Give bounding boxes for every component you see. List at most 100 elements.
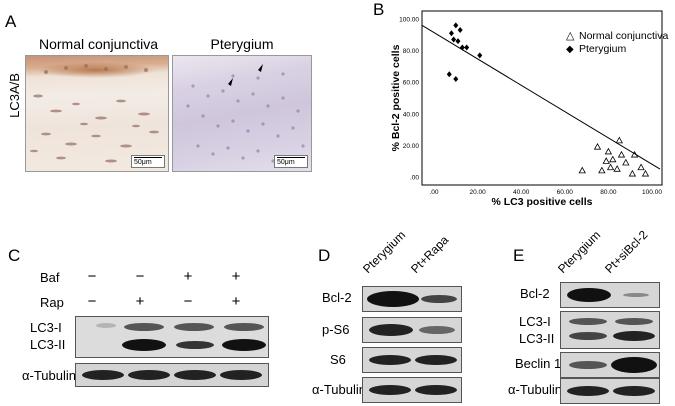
x-tick-label: 80.00	[600, 189, 617, 196]
point-pterygium	[455, 38, 461, 45]
point-normal-conjunctiva	[630, 150, 639, 158]
blot-e-tubulin	[560, 378, 660, 404]
blot-e-lc3	[560, 311, 660, 349]
panel-d-letter: D	[318, 246, 331, 265]
band-e-bcl2-1	[567, 288, 611, 302]
blot-c-lc3	[75, 316, 269, 358]
band-d-tub-2	[415, 385, 457, 395]
band-d-bcl2-2	[421, 295, 457, 303]
arrowhead-marker-2	[258, 64, 263, 72]
point-pterygium	[453, 22, 459, 29]
lane-label-e-1: Pterygium	[555, 227, 604, 276]
point-normal-conjunctiva	[609, 155, 617, 163]
panel-b-letter: B	[373, 0, 385, 19]
blot-label-lc3-i: LC3-I	[30, 320, 62, 335]
blot-e-beclin1	[560, 352, 660, 378]
blot-label-lc3-i-e: LC3-I	[519, 314, 551, 329]
panel-a-left-title: Normal conjunctiva	[38, 36, 159, 52]
baf-sign-lane-3: +	[183, 268, 193, 285]
blot-label-bcl2-e: Bcl-2	[520, 286, 550, 301]
point-normal-conjunctiva	[637, 163, 645, 171]
point-normal-conjunctiva	[615, 136, 623, 144]
arrowhead-marker-1	[228, 78, 233, 86]
blot-label-tubulin-d: α-Tubulin	[312, 382, 366, 397]
scalebar-pterygium: 50μm	[274, 155, 308, 168]
point-pterygium	[446, 71, 452, 78]
legend-label-normal: Normal conjunctiva	[579, 30, 668, 42]
point-pterygium	[448, 30, 454, 37]
micrograph-normal-texture	[30, 64, 159, 163]
baf-sign-lane-2: −	[135, 268, 145, 285]
point-normal-conjunctiva	[613, 165, 621, 172]
band-c-lc3ii-4	[222, 339, 266, 351]
point-normal-conjunctiva	[622, 158, 630, 166]
row-label-rap: Rap	[40, 295, 64, 310]
y-tick-label: 100.00	[399, 17, 419, 24]
point-pterygium	[464, 44, 470, 51]
band-c-tub-1	[82, 370, 124, 380]
baf-sign-lane-1: −	[87, 268, 97, 285]
band-e-tub-1	[567, 386, 609, 396]
band-e-beclin-2	[611, 357, 657, 373]
band-d-tub-1	[369, 385, 411, 395]
panel-e-letter: E	[513, 246, 525, 265]
rap-sign-lane-4: +	[231, 293, 241, 310]
band-c-tub-4	[220, 370, 262, 380]
micrograph-normal-conjunctiva: 50μm	[25, 55, 169, 172]
blot-e-bcl2	[560, 282, 660, 308]
blot-label-tubulin-c: α-Tubulin	[22, 368, 76, 383]
band-c-lc3i-3	[174, 323, 214, 331]
scalebar-normal-label: 50μm	[134, 159, 152, 166]
y-tick-label: .00	[410, 175, 419, 182]
band-e-lc3i-1	[569, 318, 607, 325]
blot-d-ps6	[362, 317, 462, 343]
legend: △ ◆ Normal conjunctiva Pterygium	[566, 30, 668, 55]
blot-label-ps6-d: p-S6	[322, 322, 350, 337]
band-e-bcl2-2	[623, 293, 649, 297]
micrograph-pterygium: 50μm	[172, 55, 312, 172]
scatter-chart: .00 20.00 40.00 60.00 80.00 100.00 .00 20.00 40…	[390, 10, 668, 208]
y-tick-label: 60.00	[403, 80, 420, 87]
y-axis-label: % Bcl-2 positive cells	[390, 44, 402, 151]
band-c-tub-3	[174, 370, 216, 380]
band-d-ps6-1	[369, 324, 413, 336]
x-tick-label: 100.00	[642, 189, 662, 196]
legend-symbol-normal: △	[566, 30, 575, 42]
band-c-lc3i-4	[224, 323, 264, 331]
blot-label-s6-d: S6	[330, 352, 346, 367]
point-normal-conjunctiva	[641, 169, 650, 177]
x-tick-label: 40.00	[513, 189, 530, 196]
y-tick-label: 40.00	[403, 111, 420, 118]
lane-label-e-2: Pt+siBcl-2	[602, 227, 651, 276]
band-d-bcl2-1	[367, 291, 419, 307]
point-pterygium	[477, 52, 483, 59]
band-e-lc3ii-2	[613, 331, 655, 341]
blot-d-tubulin	[362, 377, 462, 403]
x-tick-label: 20.00	[469, 189, 486, 196]
lane-label-d-1: Pterygium	[360, 227, 409, 276]
blot-label-bcl2-d: Bcl-2	[322, 290, 352, 305]
rap-sign-lane-1: −	[87, 293, 97, 310]
legend-label-pterygium: Pterygium	[579, 43, 627, 55]
row-label-baf: Baf	[40, 270, 60, 285]
rap-sign-lane-2: +	[135, 293, 145, 310]
blot-label-lc3-ii-e: LC3-II	[519, 331, 555, 346]
panel-a-ylabel: LC3A/B	[6, 73, 22, 118]
band-e-beclin-1	[569, 361, 607, 369]
point-normal-conjunctiva	[578, 166, 586, 174]
blot-d-bcl2	[362, 286, 462, 312]
band-e-lc3i-2	[615, 318, 653, 325]
point-pterygium	[453, 76, 459, 83]
scalebar-pterygium-label: 50μm	[277, 159, 295, 166]
band-d-ps6-2	[419, 326, 455, 334]
point-normal-conjunctiva	[598, 166, 606, 174]
x-tick-label: 60.00	[557, 189, 574, 196]
baf-sign-lane-4: +	[231, 268, 241, 285]
panel-c-letter: C	[8, 246, 21, 265]
y-tick-label: 20.00	[403, 143, 420, 150]
y-tick-label: 80.00	[403, 48, 420, 55]
band-c-lc3ii-2	[122, 339, 166, 351]
lane-label-d-2: Pt+Rapa	[408, 232, 452, 276]
point-pterygium	[457, 27, 463, 34]
blot-d-s6	[362, 347, 462, 373]
